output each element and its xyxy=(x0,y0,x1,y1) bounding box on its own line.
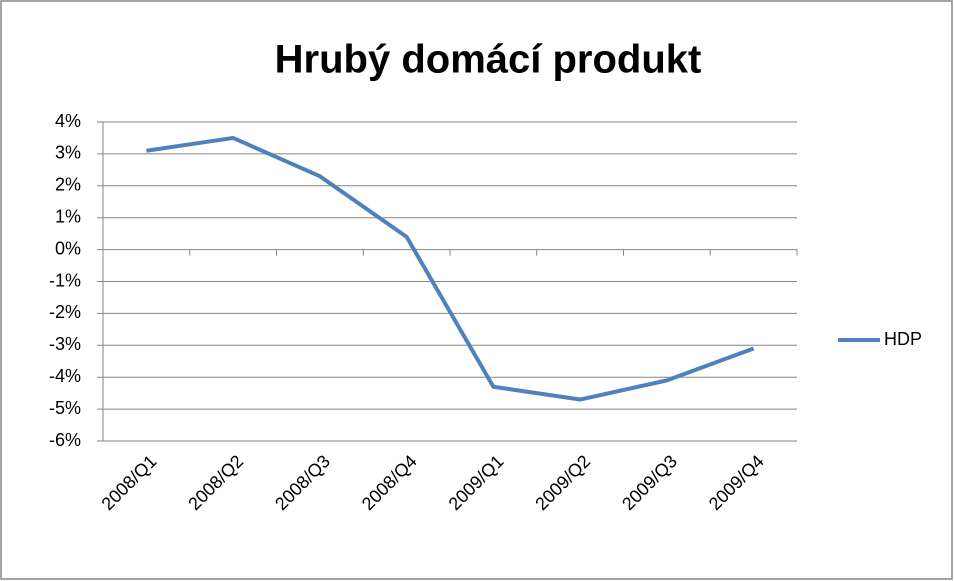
y-tick-label: -2% xyxy=(49,302,81,322)
y-tick-label: -4% xyxy=(49,366,81,386)
y-tick-label: 1% xyxy=(55,206,81,226)
y-tick-label: -6% xyxy=(49,430,81,450)
legend-label: HDP xyxy=(884,329,922,349)
y-tick-label: -5% xyxy=(49,398,81,418)
y-tick-label: 2% xyxy=(55,175,81,195)
y-tick-label: -1% xyxy=(49,270,81,290)
y-tick-label: 0% xyxy=(55,238,81,258)
y-tick-label: -3% xyxy=(49,334,81,354)
data-line xyxy=(146,135,755,402)
chart-title: Hrubý domácí produkt xyxy=(275,38,702,82)
y-tick-label: 3% xyxy=(55,143,81,163)
y-tick-label: 4% xyxy=(55,111,81,131)
